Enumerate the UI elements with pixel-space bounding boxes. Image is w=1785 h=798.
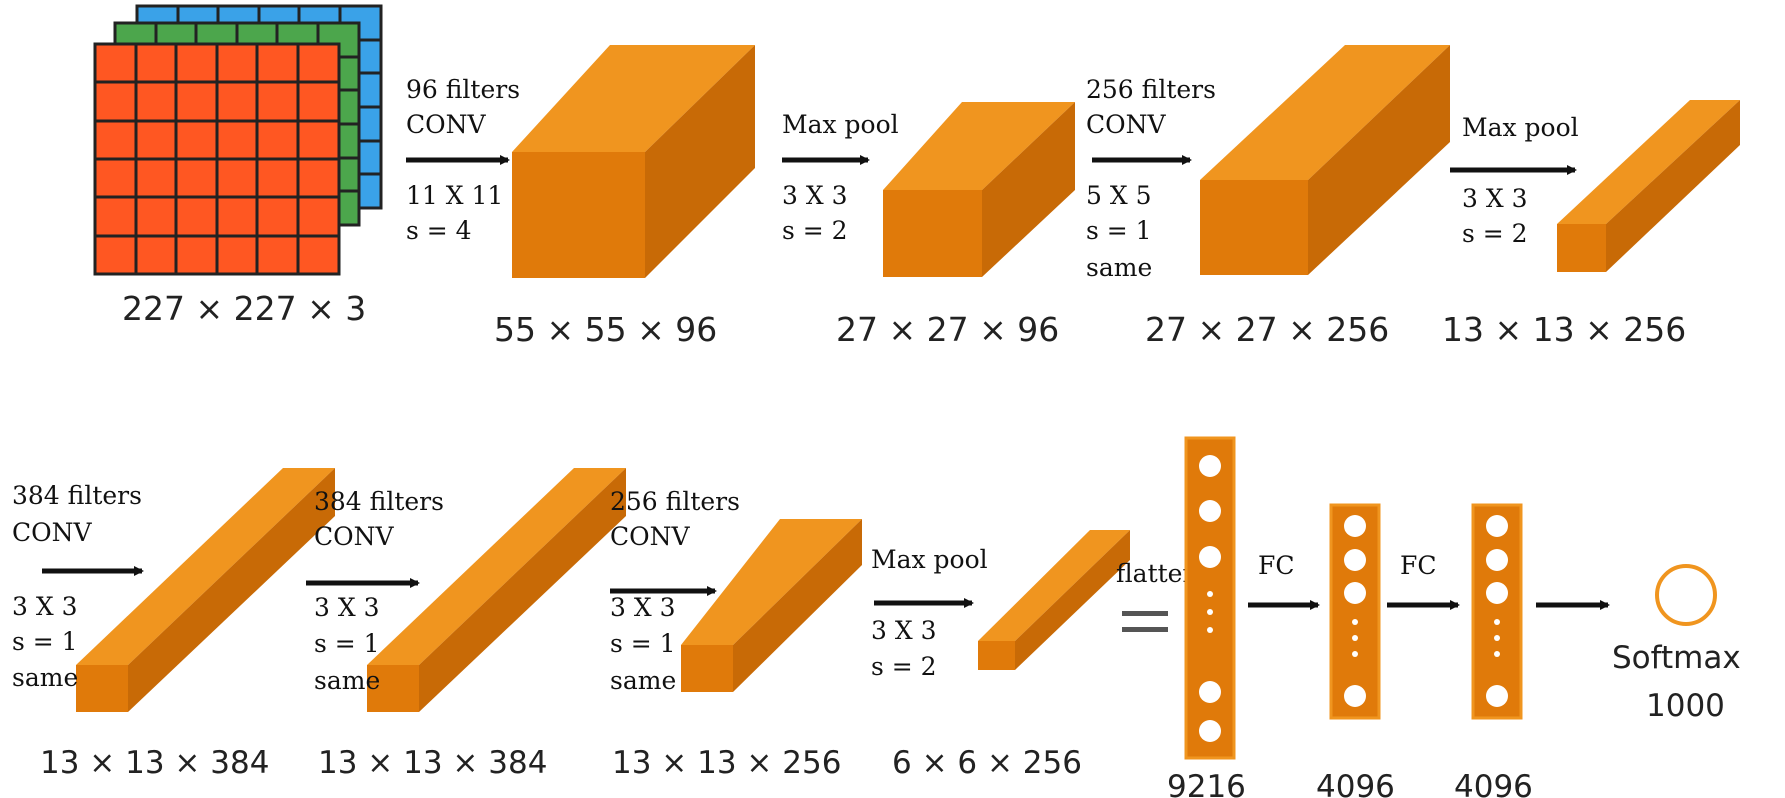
dims-13x13x256-b: 13 × 13 × 256 [612,745,841,781]
maxpool2-label: Max pool 3 X 3 s = 2 [1462,113,1579,248]
svg-text:s = 4: s = 4 [406,216,472,245]
fc1-label: FC [1258,551,1294,580]
conv1-label: 96 filters CONV 11 X 11 s = 4 [406,75,520,245]
svg-text:s = 1: s = 1 [12,627,78,656]
equals-sign [1122,611,1168,632]
block-13x13x384-a [76,468,335,712]
svg-text:5 X 5: 5 X 5 [1086,181,1152,210]
input-red-channel [93,42,341,276]
block-13x13x384-b [367,468,626,712]
dims-13x13x384-b: 13 × 13 × 384 [318,745,547,781]
svg-text:3 X 3: 3 X 3 [1462,184,1528,213]
svg-text:CONV: CONV [314,522,394,551]
neurons-4096-b: 4096 [1454,769,1533,798]
block-6x6x256 [978,530,1130,670]
block-55x55x96 [512,45,755,278]
dense-layer-4096-a [1329,503,1381,720]
input-image-stack [93,4,383,276]
block-27x27x96 [883,102,1075,277]
neurons-4096-a: 4096 [1316,769,1395,798]
block-13x13x256 [1557,100,1740,272]
svg-text:CONV: CONV [1086,110,1166,139]
svg-text:s = 2: s = 2 [871,652,937,681]
svg-text:CONV: CONV [610,522,690,551]
dims-13x13x384-a: 13 × 13 × 384 [40,745,269,781]
softmax-label: Softmax [1612,640,1741,676]
block-27x27x256 [1200,45,1450,275]
svg-text:s = 2: s = 2 [782,216,848,245]
svg-text:96 filters: 96 filters [406,75,520,104]
neurons-9216: 9216 [1167,769,1246,798]
svg-text:3 X 3: 3 X 3 [782,181,848,210]
svg-text:3 X 3: 3 X 3 [871,616,937,645]
svg-text:CONV: CONV [12,518,92,547]
dims-27x27x96: 27 × 27 × 96 [836,310,1059,349]
svg-text:s = 2: s = 2 [1462,219,1528,248]
maxpool1-label: Max pool 3 X 3 s = 2 [782,110,899,245]
softmax-count: 1000 [1646,688,1725,724]
conv4-label: 384 filters CONV 3 X 3 s = 1 same [314,487,444,695]
input-dims: 227 × 227 × 3 [122,289,366,328]
softmax-output-icon [1655,564,1717,626]
dims-6x6x256: 6 × 6 × 256 [892,745,1082,781]
svg-text:11 X 11: 11 X 11 [406,181,503,210]
svg-text:3 X 3: 3 X 3 [314,593,380,622]
dims-55x55x96: 55 × 55 × 96 [494,310,717,349]
svg-text:384 filters: 384 filters [314,487,444,516]
svg-text:same: same [314,666,380,695]
dims-27x27x256: 27 × 27 × 256 [1145,310,1389,349]
svg-text:CONV: CONV [406,110,486,139]
svg-text:256 filters: 256 filters [610,487,740,516]
svg-text:Max pool: Max pool [782,110,899,139]
svg-text:3 X 3: 3 X 3 [12,592,78,621]
svg-text:Max pool: Max pool [1462,113,1579,142]
dense-layer-4096-b [1471,503,1523,720]
dense-layer-9216 [1184,436,1236,760]
svg-text:s = 1: s = 1 [314,629,380,658]
svg-text:same: same [12,663,78,692]
svg-text:s = 1: s = 1 [1086,216,1152,245]
conv3-label: 384 filters CONV 3 X 3 s = 1 same [12,481,142,692]
svg-text:s = 1: s = 1 [610,629,676,658]
svg-text:same: same [610,666,676,695]
svg-text:same: same [1086,253,1152,282]
maxpool3-label: Max pool 3 X 3 s = 2 [871,545,988,681]
svg-text:3 X 3: 3 X 3 [610,593,676,622]
svg-text:Max pool: Max pool [871,545,988,574]
dims-13x13x256: 13 × 13 × 256 [1442,310,1686,349]
svg-text:256 filters: 256 filters [1086,75,1216,104]
conv2-label: 256 filters CONV 5 X 5 s = 1 same [1086,75,1216,282]
svg-text:384 filters: 384 filters [12,481,142,510]
conv5-label: 256 filters CONV 3 X 3 s = 1 same [610,487,740,695]
block-13x13x256-b [681,519,862,692]
fc2-label: FC [1400,551,1436,580]
